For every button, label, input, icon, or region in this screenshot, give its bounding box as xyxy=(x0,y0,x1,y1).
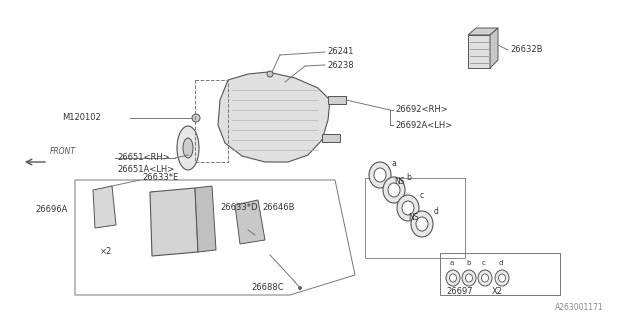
Polygon shape xyxy=(468,35,490,68)
Ellipse shape xyxy=(499,274,506,282)
Text: NS: NS xyxy=(394,178,404,187)
Ellipse shape xyxy=(478,270,492,286)
Circle shape xyxy=(298,286,301,290)
Bar xyxy=(322,134,340,142)
Text: 26692A<LH>: 26692A<LH> xyxy=(395,121,452,130)
Text: b: b xyxy=(466,260,470,266)
Bar xyxy=(328,96,346,104)
Text: b: b xyxy=(406,173,411,182)
Ellipse shape xyxy=(449,274,456,282)
Text: 26241: 26241 xyxy=(327,47,353,57)
Polygon shape xyxy=(218,72,330,162)
Ellipse shape xyxy=(495,270,509,286)
Text: 26646B: 26646B xyxy=(262,203,294,212)
Ellipse shape xyxy=(388,183,400,197)
Text: 26238: 26238 xyxy=(327,60,354,69)
Text: FRONT: FRONT xyxy=(50,148,76,156)
Text: 26692<RH>: 26692<RH> xyxy=(395,106,448,115)
Text: 26651<RH>: 26651<RH> xyxy=(117,154,170,163)
Polygon shape xyxy=(490,28,498,68)
Text: A263001171: A263001171 xyxy=(555,303,604,313)
Text: 26651A<LH>: 26651A<LH> xyxy=(117,164,174,173)
Text: M120102: M120102 xyxy=(62,114,100,123)
Text: c: c xyxy=(420,191,424,201)
Text: a: a xyxy=(450,260,454,266)
Text: a: a xyxy=(392,158,397,167)
Ellipse shape xyxy=(465,274,472,282)
Bar xyxy=(440,253,560,295)
Polygon shape xyxy=(235,200,265,244)
Ellipse shape xyxy=(383,177,405,203)
Polygon shape xyxy=(468,28,498,35)
Polygon shape xyxy=(93,186,116,228)
Polygon shape xyxy=(195,186,216,252)
Text: 26696A: 26696A xyxy=(35,205,67,214)
Text: 26633*E: 26633*E xyxy=(142,173,179,182)
Ellipse shape xyxy=(369,162,391,188)
Ellipse shape xyxy=(416,217,428,231)
Text: d: d xyxy=(499,260,504,266)
Text: 26633*D: 26633*D xyxy=(220,204,257,212)
Text: X2: X2 xyxy=(492,287,503,297)
Ellipse shape xyxy=(411,211,433,237)
Bar xyxy=(365,178,465,258)
Text: NS: NS xyxy=(408,213,419,222)
Ellipse shape xyxy=(481,274,488,282)
Text: 26688C: 26688C xyxy=(252,284,284,292)
Text: ×2: ×2 xyxy=(100,247,112,257)
Ellipse shape xyxy=(462,270,476,286)
Polygon shape xyxy=(150,188,198,256)
Ellipse shape xyxy=(446,270,460,286)
Text: c: c xyxy=(482,260,486,266)
Ellipse shape xyxy=(397,195,419,221)
Ellipse shape xyxy=(183,138,193,158)
Circle shape xyxy=(192,114,200,122)
Ellipse shape xyxy=(374,168,386,182)
Text: d: d xyxy=(434,207,439,217)
Ellipse shape xyxy=(402,201,414,215)
Circle shape xyxy=(267,71,273,77)
Ellipse shape xyxy=(177,126,199,170)
Text: 26697: 26697 xyxy=(446,287,472,297)
Text: 26632B: 26632B xyxy=(510,45,543,54)
